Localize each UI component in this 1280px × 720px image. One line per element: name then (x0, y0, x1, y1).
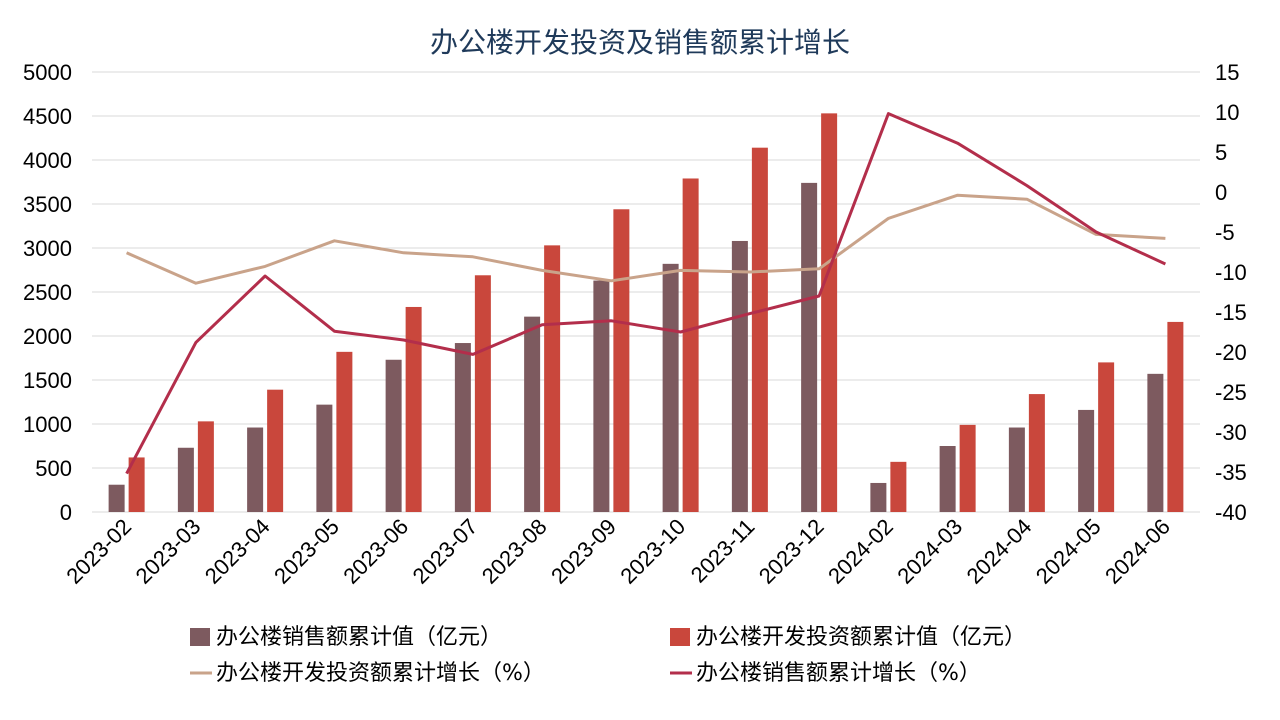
bar-sales (524, 316, 541, 512)
bar-investment (1167, 321, 1184, 512)
legend-label: 办公楼开发投资额累计增长（%） (216, 661, 545, 686)
bar-investment (544, 245, 561, 513)
bar-investment (959, 424, 976, 512)
chart-title: 办公楼开发投资及销售额累计增长 (430, 26, 850, 59)
x-tick-label: 2023-08 (477, 514, 552, 589)
bar-investment (1098, 362, 1115, 512)
legend-label: 办公楼销售额累计增长（%） (696, 661, 981, 686)
right-tick-label: 10 (1215, 100, 1239, 125)
left-tick-label: 2000 (23, 324, 72, 349)
bar-investment (474, 275, 491, 512)
x-tick-label: 2024-02 (823, 514, 898, 589)
bar-sales (1078, 409, 1095, 512)
right-tick-label: 5 (1215, 140, 1227, 165)
bar-sales (177, 447, 194, 512)
bars (108, 113, 1184, 513)
bar-investment (821, 113, 838, 513)
left-tick-label: 3500 (23, 192, 72, 217)
legend: 办公楼销售额累计值（亿元） 办公楼开发投资额累计值（亿元） 办公楼开发投资额累计增长… (190, 625, 1026, 686)
right-tick-label: -5 (1215, 220, 1235, 245)
legend-swatch (190, 628, 210, 646)
bar-sales (454, 343, 471, 512)
x-tick-label: 2024-03 (892, 514, 967, 589)
line-sales-growth (125, 112, 1167, 475)
bar-sales (1147, 373, 1164, 512)
right-tick-label: 0 (1215, 180, 1227, 205)
lines (125, 112, 1167, 475)
bar-sales (108, 484, 125, 512)
left-axis: 0 500 1000 1500 2000 2500 3000 3500 4000 4500 5000 (23, 60, 72, 525)
bar-sales (247, 427, 264, 512)
bar-investment (890, 461, 907, 512)
left-tick-label: 1000 (23, 412, 72, 437)
bar-investment (267, 389, 284, 512)
right-tick-label: -10 (1215, 260, 1247, 285)
x-tick-label: 2023-10 (615, 514, 690, 589)
x-tick-label: 2023-09 (546, 514, 621, 589)
x-tick-label: 2024-04 (962, 514, 1037, 589)
line-investment-growth (125, 193, 1166, 285)
left-tick-label: 500 (35, 456, 72, 481)
x-tick-label: 2023-05 (269, 514, 344, 589)
left-tick-label: 3000 (23, 236, 72, 261)
x-tick-label: 2023-06 (338, 514, 413, 589)
right-tick-label: -30 (1215, 420, 1247, 445)
x-tick-label: 2024-06 (1100, 514, 1175, 589)
bar-investment (336, 351, 353, 512)
left-tick-label: 5000 (23, 60, 72, 85)
left-tick-label: 4500 (23, 104, 72, 129)
x-tick-label: 2024-05 (1031, 514, 1106, 589)
legend-label: 办公楼开发投资额累计值（亿元） (696, 625, 1026, 650)
bar-investment (682, 178, 699, 513)
bar-sales (662, 263, 679, 512)
bar-investment (613, 209, 630, 512)
bar-sales (939, 446, 956, 512)
right-tick-label: -15 (1215, 300, 1247, 325)
right-tick-label: -40 (1215, 500, 1247, 525)
x-tick-label: 2023-12 (754, 514, 829, 589)
x-axis: 2023-022023-032023-042023-052023-062023-… (61, 514, 1175, 589)
left-tick-label: 0 (60, 500, 72, 525)
bar-sales (316, 404, 333, 512)
right-axis: -40 -35 -30 -25 -20 -15 -10 -5 0 5 10 15 (1215, 60, 1247, 525)
right-tick-label: -35 (1215, 460, 1247, 485)
right-tick-label: -25 (1215, 380, 1247, 405)
left-tick-label: 4000 (23, 148, 72, 173)
bar-sales (1008, 427, 1025, 512)
bar-investment (405, 306, 422, 512)
right-tick-label: -20 (1215, 340, 1247, 365)
bar-investment (197, 421, 214, 512)
x-tick-label: 2023-02 (61, 514, 136, 589)
x-tick-label: 2023-03 (131, 514, 206, 589)
x-tick-label: 2023-04 (200, 514, 275, 589)
bar-sales (870, 482, 887, 512)
bar-sales (731, 240, 748, 512)
bar-sales (801, 182, 818, 512)
legend-swatch (670, 628, 690, 646)
x-tick-label: 2023-11 (686, 514, 760, 588)
legend-label: 办公楼销售额累计值（亿元） (216, 625, 502, 650)
bar-sales (593, 280, 610, 512)
right-tick-label: 15 (1215, 60, 1239, 85)
bar-investment (1028, 394, 1045, 512)
bar-investment (128, 457, 145, 512)
left-tick-label: 2500 (23, 280, 72, 305)
left-tick-label: 1500 (23, 368, 72, 393)
x-tick-label: 2023-07 (408, 514, 483, 589)
bar-investment (751, 147, 768, 512)
bar-sales (385, 359, 402, 512)
